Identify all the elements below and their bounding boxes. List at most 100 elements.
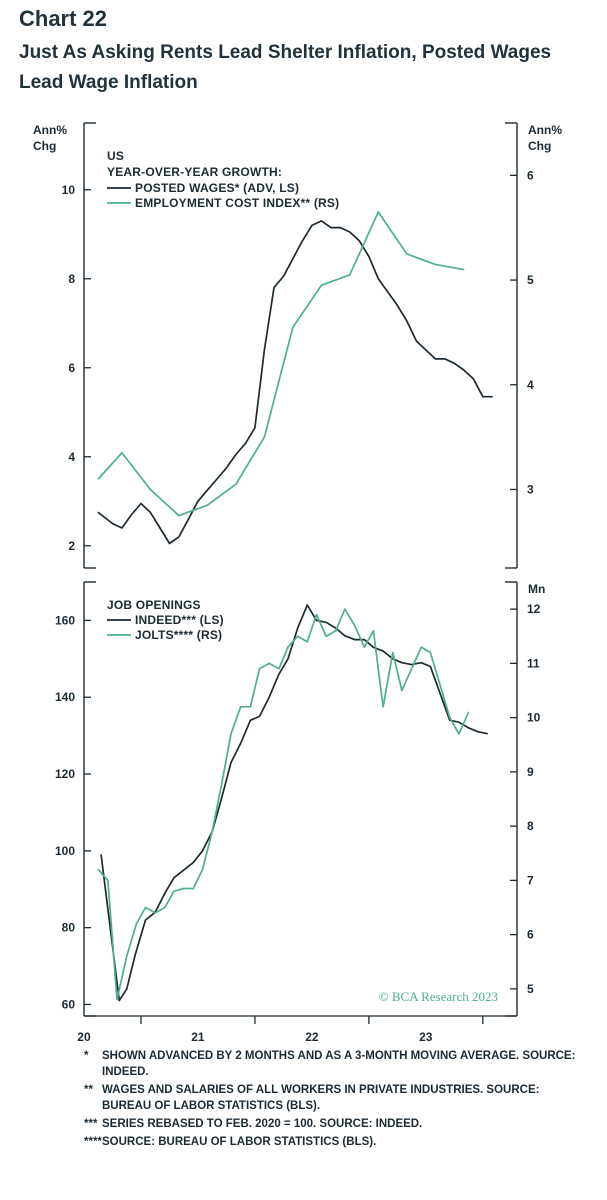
data-point [206,489,208,491]
right-tick-label: 5 [527,982,534,996]
data-point [126,955,128,957]
data-point [178,536,180,538]
data-point [187,518,190,520]
data-point [458,721,460,723]
data-point [449,717,451,719]
left-tick-label: 4 [68,450,75,464]
chart-figure: 2 4 6 8 10 3 4 5 6 Ann% Chg Ann% Chg US YEAR-OVER-YEAR… [33,122,562,1044]
data-point [159,527,161,529]
legend-top: US YEAR-OVER-YEAR GROWTH: POSTED WAGES* (A… [107,149,339,210]
footnote: * SHOWN ADVANCED BY 2 MONTHS AND AS A 3-M… [84,1048,584,1080]
series-dark [100,604,488,1002]
data-point [434,358,436,360]
copyright-annotation: © BCA Research 2023 [379,989,498,1004]
left-tick-label: 10 [62,183,76,197]
right-tick-label: 9 [527,765,534,779]
data-point [118,1000,120,1002]
data-point [306,604,308,606]
data-point [249,719,251,721]
data-point [468,727,470,729]
legend-label: EMPLOYMENT COST INDEX** (RS) [135,196,339,210]
data-point [149,488,151,491]
data-point [429,651,431,654]
data-point [263,349,265,351]
left-tick-label: 60 [62,997,76,1011]
data-point [468,711,470,713]
data-point [377,278,379,280]
data-point [401,662,403,664]
data-point [396,304,398,306]
data-point [221,782,223,784]
data-point [354,639,356,641]
data-point [144,919,147,921]
data-point [458,733,460,735]
data-point [168,542,171,545]
data-point [273,287,275,289]
right-tick-label: 8 [527,819,534,833]
right-unit-label: Mn [528,582,545,596]
data-point [249,706,251,708]
data-point [211,830,213,833]
right-tick-label: 7 [527,873,534,887]
data-point [453,362,455,364]
footnote: *** SERIES REBASED TO FEB. 2020 = 100. SO… [84,1116,584,1132]
left-tick-label: 160 [55,613,75,627]
data-point [363,639,365,641]
footnote-text: SHOWN ADVANCED BY 2 MONTHS AND AS A 3-MO… [102,1050,576,1078]
right-tick-label: 4 [527,378,534,392]
footnote-text: SERIES REBASED TO FEB. 2020 = 100. SOURC… [102,1118,423,1130]
left-unit-label: Chg [33,139,56,153]
data-point [268,662,270,665]
data-point [325,635,327,637]
data-point [97,868,99,871]
legend-label: JOLTS**** (RS) [135,628,222,642]
left-tick-label: 6 [68,361,75,375]
data-point [97,478,99,480]
data-point [173,890,175,892]
data-point [201,868,204,871]
data-point [292,258,294,260]
data-point [349,274,351,276]
right-tick-label: 11 [527,656,540,670]
top-panel: 2 4 6 8 10 3 4 5 6 Ann% Chg Ann% Chg US YEAR-OVER-YEAR… [33,122,562,569]
footnote: ** WAGES AND SALARIES OF ALL WORKERS IN P… [84,1082,584,1114]
data-point [287,646,289,648]
data-point [240,742,242,744]
data-point [320,220,322,222]
series-line [97,211,464,517]
legend-heading: JOB OPENINGS [107,598,201,612]
data-point [415,340,417,342]
data-point [482,396,484,398]
data-point [144,906,147,909]
footnote-text: SOURCE: BUREAU OF LABOR STATISTICS (BLS)… [102,1136,377,1148]
data-point [292,326,294,328]
data-point [301,240,303,242]
data-point [130,514,133,516]
data-point [411,664,413,666]
data-point [230,733,232,735]
data-point [463,269,465,271]
data-point [192,887,194,890]
data-point [282,275,284,278]
data-point [201,850,204,852]
data-point [425,349,427,351]
data-point [254,427,256,429]
data-point [225,467,227,469]
data-point [368,255,370,258]
data-point [358,240,360,242]
series-dark [97,220,493,545]
right-tick-label: 10 [527,711,541,725]
bottom-panel: 60 80 100 120 140 160 5 6 7 8 9 10 11 12 © BCA Researc… [55,581,545,1017]
data-point [183,887,185,890]
data-point [401,689,403,692]
left-tick-label: 140 [55,690,75,704]
data-point [268,696,270,698]
data-point [444,358,446,360]
data-point [315,619,318,622]
legend-label: INDEED*** (LS) [135,613,224,627]
data-point [306,641,308,643]
data-point [107,879,109,882]
data-point [140,502,142,505]
data-point [439,684,441,686]
